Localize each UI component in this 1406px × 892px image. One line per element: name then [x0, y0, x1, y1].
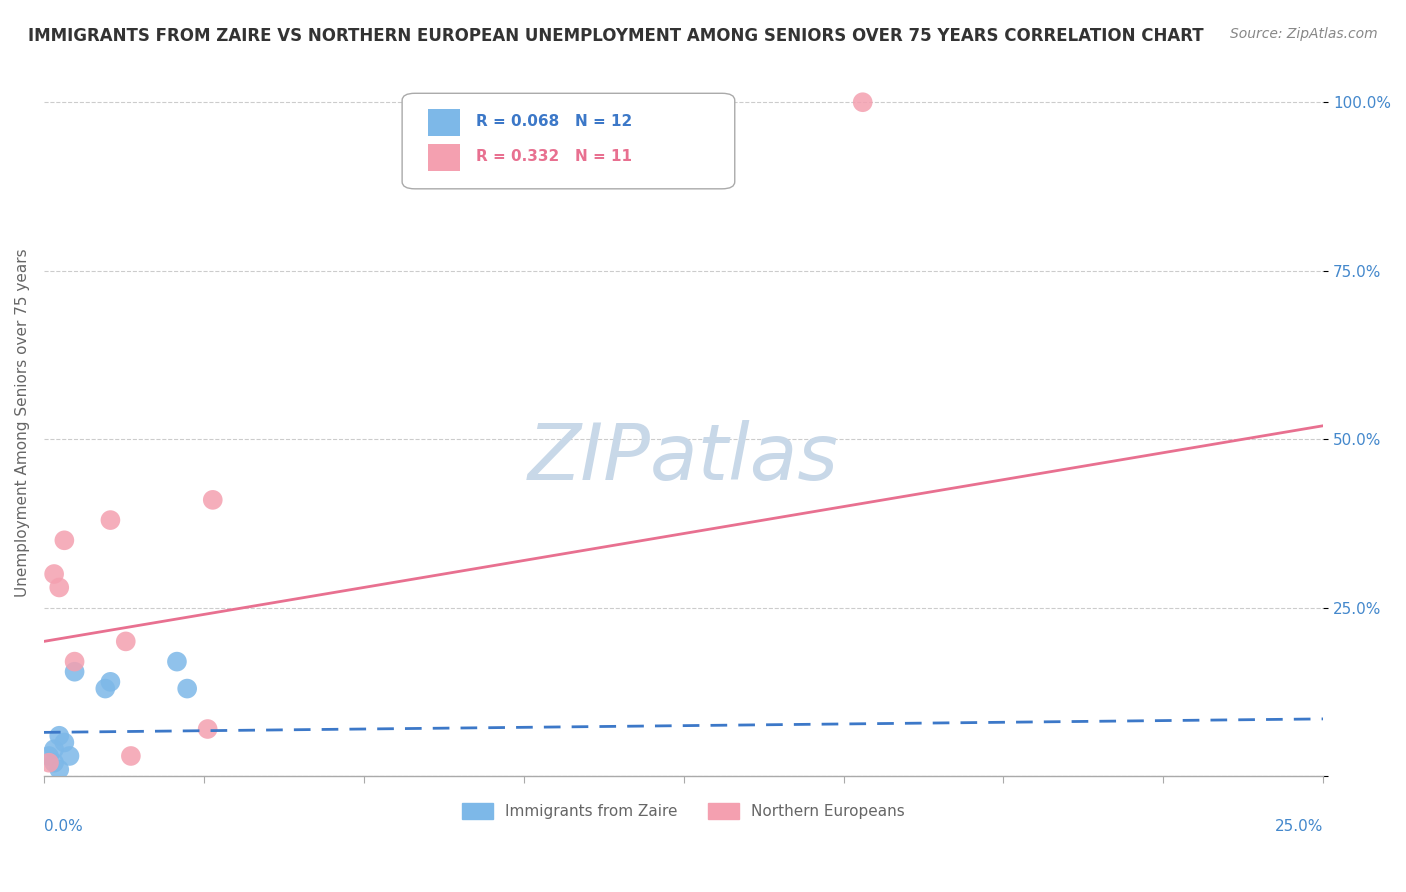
Text: 0.0%: 0.0% [44, 819, 83, 834]
Point [38, 756, 60, 770]
Text: IMMIGRANTS FROM ZAIRE VS NORTHERN EUROPEAN UNEMPLOYMENT AMONG SENIORS OVER 75 YE: IMMIGRANTS FROM ZAIRE VS NORTHERN EUROPE… [28, 27, 1204, 45]
Point [48, 581, 70, 595]
Point [63, 665, 86, 679]
Point [100, 513, 122, 527]
Point [42, 566, 65, 581]
Text: Source: ZipAtlas.com: Source: ZipAtlas.com [1230, 27, 1378, 41]
Point [42, 756, 65, 770]
Text: R = 0.068   N = 12: R = 0.068 N = 12 [477, 114, 633, 129]
Point [38, 749, 60, 764]
Point [94, 681, 117, 696]
Point [852, 95, 875, 110]
Point [114, 634, 136, 648]
Text: R = 0.332   N = 11: R = 0.332 N = 11 [477, 150, 633, 164]
FancyBboxPatch shape [427, 109, 460, 136]
Text: ZIPatlas: ZIPatlas [529, 420, 839, 496]
Point [100, 674, 122, 689]
FancyBboxPatch shape [402, 94, 735, 189]
Y-axis label: Unemployment Among Seniors over 75 years: Unemployment Among Seniors over 75 years [15, 248, 30, 597]
Point [53, 533, 76, 548]
Point [166, 655, 188, 669]
Point [120, 749, 142, 764]
FancyBboxPatch shape [427, 145, 460, 171]
Point [48, 763, 70, 777]
Point [197, 722, 219, 736]
Text: 25.0%: 25.0% [1275, 819, 1323, 834]
Point [48, 729, 70, 743]
Point [58, 749, 80, 764]
Point [53, 735, 76, 749]
Point [201, 492, 224, 507]
Point [63, 655, 86, 669]
Legend: Immigrants from Zaire, Northern Europeans: Immigrants from Zaire, Northern European… [457, 797, 911, 825]
Point [176, 681, 198, 696]
Point [42, 742, 65, 756]
